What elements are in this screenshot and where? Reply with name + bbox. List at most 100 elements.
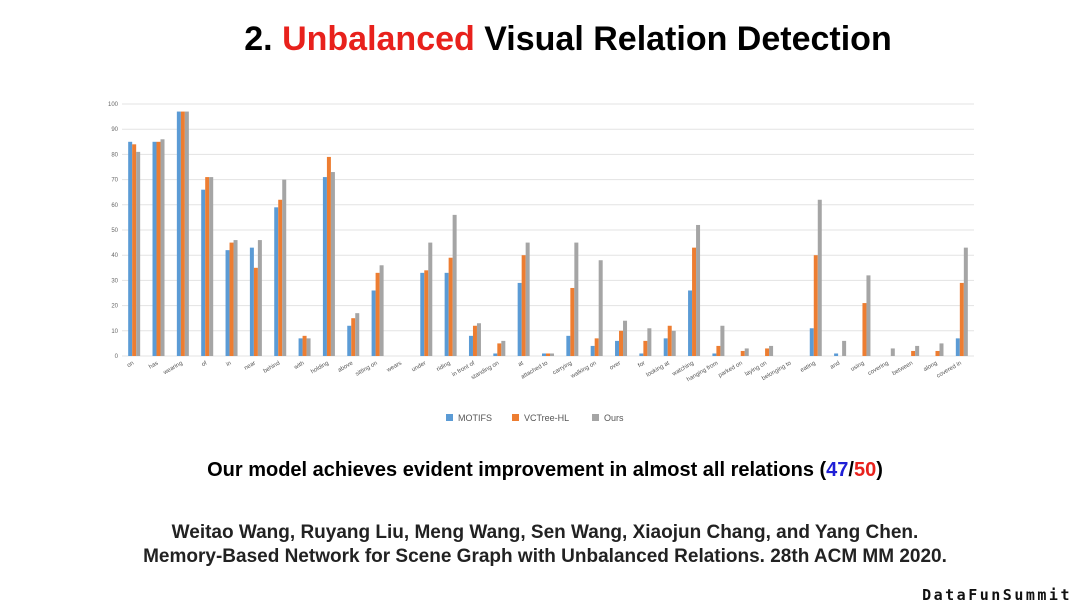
caption-main: Our model achieves evident improvement i…	[207, 459, 827, 481]
bar	[566, 335, 571, 356]
bar	[598, 260, 603, 356]
y-tick-label: 30	[111, 278, 118, 284]
legend-label: MOTIFS	[458, 413, 492, 423]
bar	[180, 111, 185, 356]
bar	[623, 320, 628, 356]
x-tick-label: and	[829, 361, 841, 371]
bar	[375, 272, 380, 356]
bar	[720, 325, 725, 356]
bar	[765, 348, 770, 356]
slide-title: 2. Unbalanced Visual Relation Detection	[0, 20, 1080, 59]
bar	[744, 348, 749, 356]
caption-separator: /	[848, 459, 854, 481]
bar	[963, 247, 968, 356]
legend-swatch	[592, 414, 599, 421]
bar	[128, 141, 133, 356]
bar	[862, 303, 867, 356]
bar	[521, 255, 526, 356]
citation-line-1: Weitao Wang, Ruyang Liu, Meng Wang, Sen …	[171, 522, 919, 543]
bar	[302, 335, 307, 356]
bar	[525, 242, 530, 356]
y-tick-label: 60	[111, 203, 118, 209]
bar	[671, 330, 676, 356]
bar-chart: 0 10 20 30 40 50 60 70 80 90 100 on has wearing of in ne…	[92, 92, 988, 440]
bar	[517, 282, 522, 356]
bar	[233, 240, 238, 356]
bar	[253, 267, 258, 356]
bar	[298, 338, 303, 356]
bar	[594, 338, 599, 356]
bar	[132, 144, 137, 356]
y-tick-label: 20	[111, 304, 118, 310]
caption: Our model achieves evident improvement i…	[0, 459, 1080, 482]
bar	[959, 282, 964, 356]
bar	[643, 340, 648, 356]
bar	[890, 348, 895, 356]
bar	[667, 325, 672, 356]
bar	[546, 353, 550, 356]
bar	[809, 328, 814, 356]
caption-count-total: 50	[853, 459, 877, 481]
bar	[306, 338, 311, 356]
bar	[813, 255, 818, 356]
bar	[468, 335, 473, 356]
bar	[769, 345, 774, 356]
bar	[176, 111, 181, 356]
bar	[570, 287, 575, 356]
bar	[136, 151, 141, 356]
bar	[452, 214, 457, 356]
y-tick-label: 10	[111, 329, 118, 335]
y-tick-label: 0	[115, 354, 119, 360]
bar	[326, 156, 331, 356]
y-tick-label: 100	[108, 102, 119, 108]
bar	[229, 242, 234, 356]
bar	[615, 340, 620, 356]
bar	[493, 353, 498, 356]
bar	[955, 338, 960, 356]
bar	[834, 353, 839, 356]
bar	[688, 290, 693, 356]
bar	[160, 139, 165, 356]
bar	[448, 257, 453, 356]
legend-label: Ours	[604, 413, 624, 423]
y-tick-label: 70	[111, 178, 118, 184]
bar	[209, 177, 214, 356]
bar	[249, 247, 254, 356]
bar	[639, 353, 644, 356]
bar	[205, 177, 210, 356]
bar	[274, 207, 279, 356]
bar	[184, 111, 189, 356]
bar	[201, 189, 206, 356]
bar	[225, 250, 230, 356]
x-tick-label: with	[292, 361, 305, 372]
x-tick-label: in	[225, 361, 232, 369]
bar	[696, 224, 701, 356]
y-tick-label: 80	[111, 152, 118, 158]
bar	[371, 290, 376, 356]
x-tick-label: over	[609, 361, 622, 372]
x-tick-label: has	[148, 361, 159, 371]
bar	[156, 141, 161, 356]
bar	[866, 275, 871, 356]
bar	[351, 318, 356, 356]
bar	[476, 323, 481, 356]
bar	[420, 272, 425, 356]
bar	[355, 313, 360, 356]
y-tick-label: 40	[111, 253, 118, 259]
x-tick-label: on	[126, 361, 135, 370]
bar	[152, 141, 157, 356]
title-prefix: 2.	[244, 20, 283, 58]
bar	[817, 199, 822, 356]
y-tick-label: 90	[111, 127, 118, 133]
bar	[939, 343, 944, 356]
bar	[716, 345, 721, 356]
bar	[379, 265, 384, 356]
bar	[542, 353, 546, 356]
bar	[574, 242, 579, 356]
title-accent: Unbalanced	[282, 20, 475, 58]
bar	[647, 328, 652, 356]
x-tick-label: near	[243, 361, 256, 372]
bar	[330, 172, 335, 356]
bar	[550, 353, 554, 356]
